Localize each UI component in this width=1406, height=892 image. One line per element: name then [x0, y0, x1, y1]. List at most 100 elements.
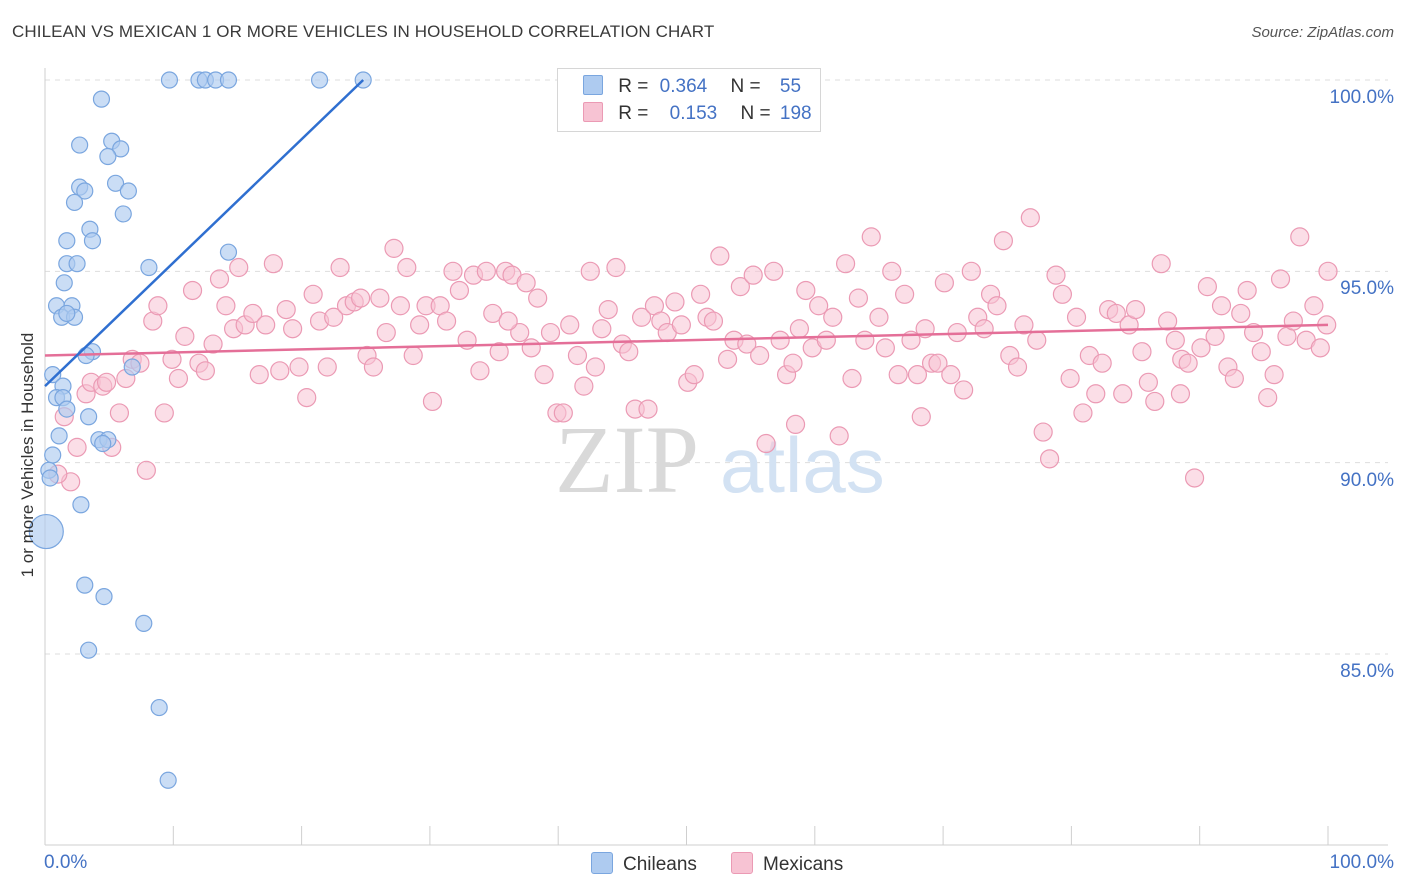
mexicans-point — [743, 265, 763, 285]
mexicans-point — [510, 322, 530, 343]
mexicans-point — [154, 403, 174, 423]
mexicans-point — [585, 357, 606, 377]
chileans-point — [65, 193, 84, 212]
mexicans-point — [553, 403, 573, 423]
mexicans-point — [203, 334, 223, 354]
chileans-point — [99, 147, 117, 166]
mexicans-point — [216, 296, 236, 316]
mexicans-point — [631, 307, 652, 327]
mexicans-point — [1205, 326, 1225, 346]
mexicans-point — [809, 296, 829, 316]
mexicans-point — [684, 365, 704, 385]
mexicans-point — [855, 330, 875, 350]
mexicans-point — [907, 365, 928, 385]
legend-n-value: 55 — [779, 76, 802, 97]
mexicans-point — [796, 280, 816, 301]
y-tick-label: 90.0% — [1340, 469, 1394, 491]
mexicans-point — [476, 261, 496, 281]
mexicans-point — [148, 296, 168, 316]
mexicans-point — [1066, 307, 1087, 327]
mexicans-point — [324, 307, 344, 327]
mexicans-point — [1007, 357, 1028, 377]
mexicans-point — [270, 361, 290, 381]
mexicans-point — [1184, 468, 1205, 488]
mexicans-point — [1211, 296, 1232, 316]
chileans-legend-label: Chileans — [623, 854, 697, 875]
correlation-legend: R = 0.364 N = 55 R = 0.153 N = 198 — [557, 68, 821, 132]
chileans-swatch-icon — [583, 75, 603, 95]
mexicans-point — [1197, 277, 1217, 297]
mexicans-point — [521, 338, 541, 358]
mexicans-point — [1039, 449, 1060, 469]
mexicans-point — [606, 257, 626, 278]
mexicans-point — [443, 261, 463, 281]
chileans-point — [83, 232, 102, 250]
chileans-point — [219, 71, 238, 89]
mexicans-point — [1132, 342, 1152, 362]
mexicans-point — [665, 292, 685, 312]
mexicans-points — [48, 208, 1338, 492]
mexicans-point — [703, 311, 724, 331]
y-tick-label: 95.0% — [1340, 278, 1394, 300]
chileans-trend-line — [44, 79, 365, 388]
mexicans-point — [1191, 338, 1211, 358]
mexicans-point — [1264, 365, 1284, 385]
mexicans-point — [783, 353, 803, 373]
mexicans-point — [283, 319, 303, 339]
mexicans-point — [1243, 322, 1264, 343]
mexicans-point — [1237, 280, 1257, 301]
mexicans-point — [1086, 384, 1106, 404]
mexicans-point — [1027, 330, 1047, 350]
mexicans-point — [1158, 311, 1178, 331]
mexicans-point — [528, 288, 548, 308]
mexicans-point — [1138, 372, 1158, 392]
mexicans-point — [1046, 265, 1066, 285]
mexicans-point — [1033, 422, 1053, 442]
mexicans-point — [1318, 261, 1338, 281]
legend-r-label: R = — [618, 103, 649, 124]
mexicans-point — [136, 460, 156, 480]
chileans-points — [28, 71, 372, 789]
mexicans-point — [560, 315, 580, 335]
mexicans-point — [256, 315, 276, 335]
mexicans-point — [263, 254, 283, 274]
legend-n-label: N = — [740, 103, 771, 124]
mexicans-point — [875, 338, 895, 358]
mexicans-point — [928, 353, 948, 373]
mexicans-point — [1145, 391, 1165, 412]
mexicans-point — [710, 246, 730, 266]
mexicans-point — [516, 273, 536, 293]
mexicans-point — [276, 300, 296, 320]
mexicans-point — [842, 368, 862, 389]
mexicans-point — [756, 433, 776, 454]
mexicans-point — [1106, 303, 1126, 324]
chileans-point — [119, 182, 137, 200]
mexicans-point — [1290, 227, 1310, 247]
x-tick-label-min: 0.0% — [44, 852, 88, 873]
mexicans-point — [498, 311, 518, 331]
mexicans-point — [619, 342, 639, 362]
mexicans-point — [574, 376, 594, 396]
mexicans-point — [730, 277, 750, 297]
mexicans-point — [243, 303, 263, 324]
mexicans-point — [1052, 284, 1073, 304]
y-tick-label: 85.0% — [1340, 661, 1394, 682]
mexicans-point — [1231, 303, 1251, 324]
chileans-point — [135, 614, 153, 632]
mexicans-point — [303, 284, 323, 304]
mexicans-point — [835, 254, 856, 274]
chileans-point — [58, 232, 76, 250]
chileans-point — [58, 400, 76, 418]
mexicans-point — [888, 365, 908, 385]
mexicans-point — [168, 368, 189, 389]
mexicans-point — [1283, 311, 1303, 331]
chileans-point — [41, 469, 59, 487]
legend-n-value: 198 — [779, 103, 812, 124]
mexicans-swatch-icon — [731, 852, 753, 874]
mexicans-point — [370, 288, 390, 308]
chileans-point — [160, 71, 179, 89]
chileans-point — [95, 587, 113, 606]
chileans-point — [44, 446, 62, 464]
mexicans-point — [470, 361, 490, 381]
